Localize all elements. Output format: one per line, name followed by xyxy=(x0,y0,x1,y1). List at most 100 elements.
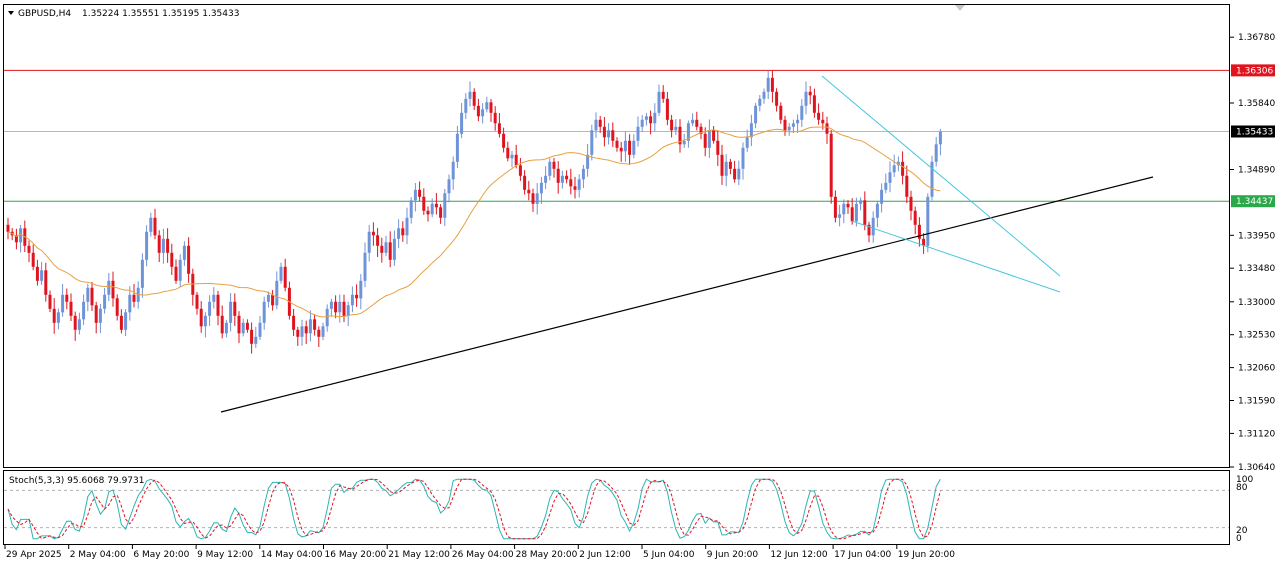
candle-body xyxy=(901,161,905,176)
candle-body xyxy=(426,210,430,215)
candle-body xyxy=(61,294,65,313)
candle-body xyxy=(208,301,212,316)
candle-body xyxy=(90,287,94,306)
candle-body xyxy=(220,315,224,334)
candle-body xyxy=(749,123,753,138)
ascending-trendline[interactable] xyxy=(220,176,1154,413)
candle-body xyxy=(859,200,863,204)
candle-body xyxy=(460,112,464,134)
candle-body xyxy=(304,326,308,334)
current-price-box xyxy=(1231,125,1275,138)
candle-body xyxy=(846,203,850,208)
candle-body xyxy=(926,196,930,246)
candle-body xyxy=(161,238,165,253)
candle-body xyxy=(476,105,480,117)
symbol-label: GBPUSD,H4 xyxy=(18,9,71,19)
candle-body xyxy=(875,203,879,218)
candle-body xyxy=(539,182,543,194)
candle-body xyxy=(880,189,884,204)
candle-body xyxy=(321,326,325,337)
candle-body xyxy=(292,315,296,330)
candle-body xyxy=(854,203,858,222)
candle-body xyxy=(376,235,380,246)
candle-body xyxy=(86,287,90,302)
candle-body xyxy=(346,305,350,316)
candle-body xyxy=(716,140,720,155)
candle-body xyxy=(838,214,842,218)
candle-body xyxy=(510,154,514,159)
candle-body xyxy=(535,193,539,204)
candle-body xyxy=(149,217,153,232)
candle-body xyxy=(266,294,270,302)
candle-body xyxy=(636,126,640,141)
candle-body xyxy=(703,133,707,148)
candle-body xyxy=(6,224,10,232)
candle-body xyxy=(682,140,686,145)
candle-body xyxy=(489,102,493,113)
candle-body xyxy=(166,238,170,253)
candle-body xyxy=(686,123,690,141)
candle-body xyxy=(833,196,837,218)
candle-body xyxy=(506,147,510,159)
candle-body xyxy=(451,161,455,180)
candle-body xyxy=(418,189,422,197)
candle-body xyxy=(573,186,577,190)
moving-average-line xyxy=(7,126,941,318)
candle-body xyxy=(653,112,657,124)
candle-body xyxy=(796,119,800,124)
candle-body xyxy=(35,266,39,281)
candle-body xyxy=(665,98,669,120)
candle-body xyxy=(174,266,178,281)
candle-body xyxy=(413,189,417,201)
y-tick-label: 1.36780 xyxy=(1238,33,1275,43)
collapse-arrow-icon[interactable] xyxy=(8,11,14,15)
candle-body xyxy=(52,308,56,323)
candle-body xyxy=(384,242,388,253)
candle-body xyxy=(254,336,258,344)
candle-body xyxy=(40,270,44,281)
candle-body xyxy=(754,105,758,124)
resistance-price-label: 1.36306 xyxy=(1236,66,1273,76)
candle-body xyxy=(296,329,300,337)
candle-body xyxy=(103,294,107,309)
candle-body xyxy=(250,329,254,344)
y-tick-label: 1.32060 xyxy=(1238,364,1275,374)
stoch-signal-line xyxy=(7,478,941,540)
candle-body xyxy=(800,105,804,120)
wedge-upper-line[interactable] xyxy=(821,75,1061,277)
candle-body xyxy=(308,319,312,334)
stoch-main-line xyxy=(7,478,941,540)
candle-body xyxy=(313,319,317,330)
candle-body xyxy=(670,119,674,131)
candle-body xyxy=(691,119,695,124)
candle-body xyxy=(699,126,703,134)
candle-body xyxy=(581,168,585,180)
candle-body xyxy=(867,224,871,236)
candle-body xyxy=(367,231,371,253)
candle-body xyxy=(762,91,766,99)
candle-body xyxy=(128,294,132,313)
candle-body xyxy=(199,308,203,327)
candle-body xyxy=(808,91,812,96)
candle-body xyxy=(355,294,359,299)
x-tick-label: 9 May 12:00 xyxy=(197,550,253,560)
x-tick-label: 6 May 20:00 xyxy=(133,550,189,560)
candle-body xyxy=(443,193,447,218)
candle-body xyxy=(623,140,627,152)
chart-shift-marker[interactable] xyxy=(955,5,965,11)
candle-body xyxy=(69,301,73,316)
candle-body xyxy=(598,119,602,127)
candle-body xyxy=(325,308,329,327)
candle-body xyxy=(430,203,434,215)
candle-body xyxy=(73,315,77,330)
candle-body xyxy=(518,165,522,176)
candle-body xyxy=(569,179,573,187)
candle-body xyxy=(619,147,623,152)
candle-body xyxy=(758,98,762,106)
candle-body xyxy=(481,109,485,117)
candle-body xyxy=(523,175,527,190)
candle-body xyxy=(157,235,161,253)
candle-body xyxy=(527,189,531,194)
wedge-lower-line[interactable] xyxy=(851,220,1061,293)
